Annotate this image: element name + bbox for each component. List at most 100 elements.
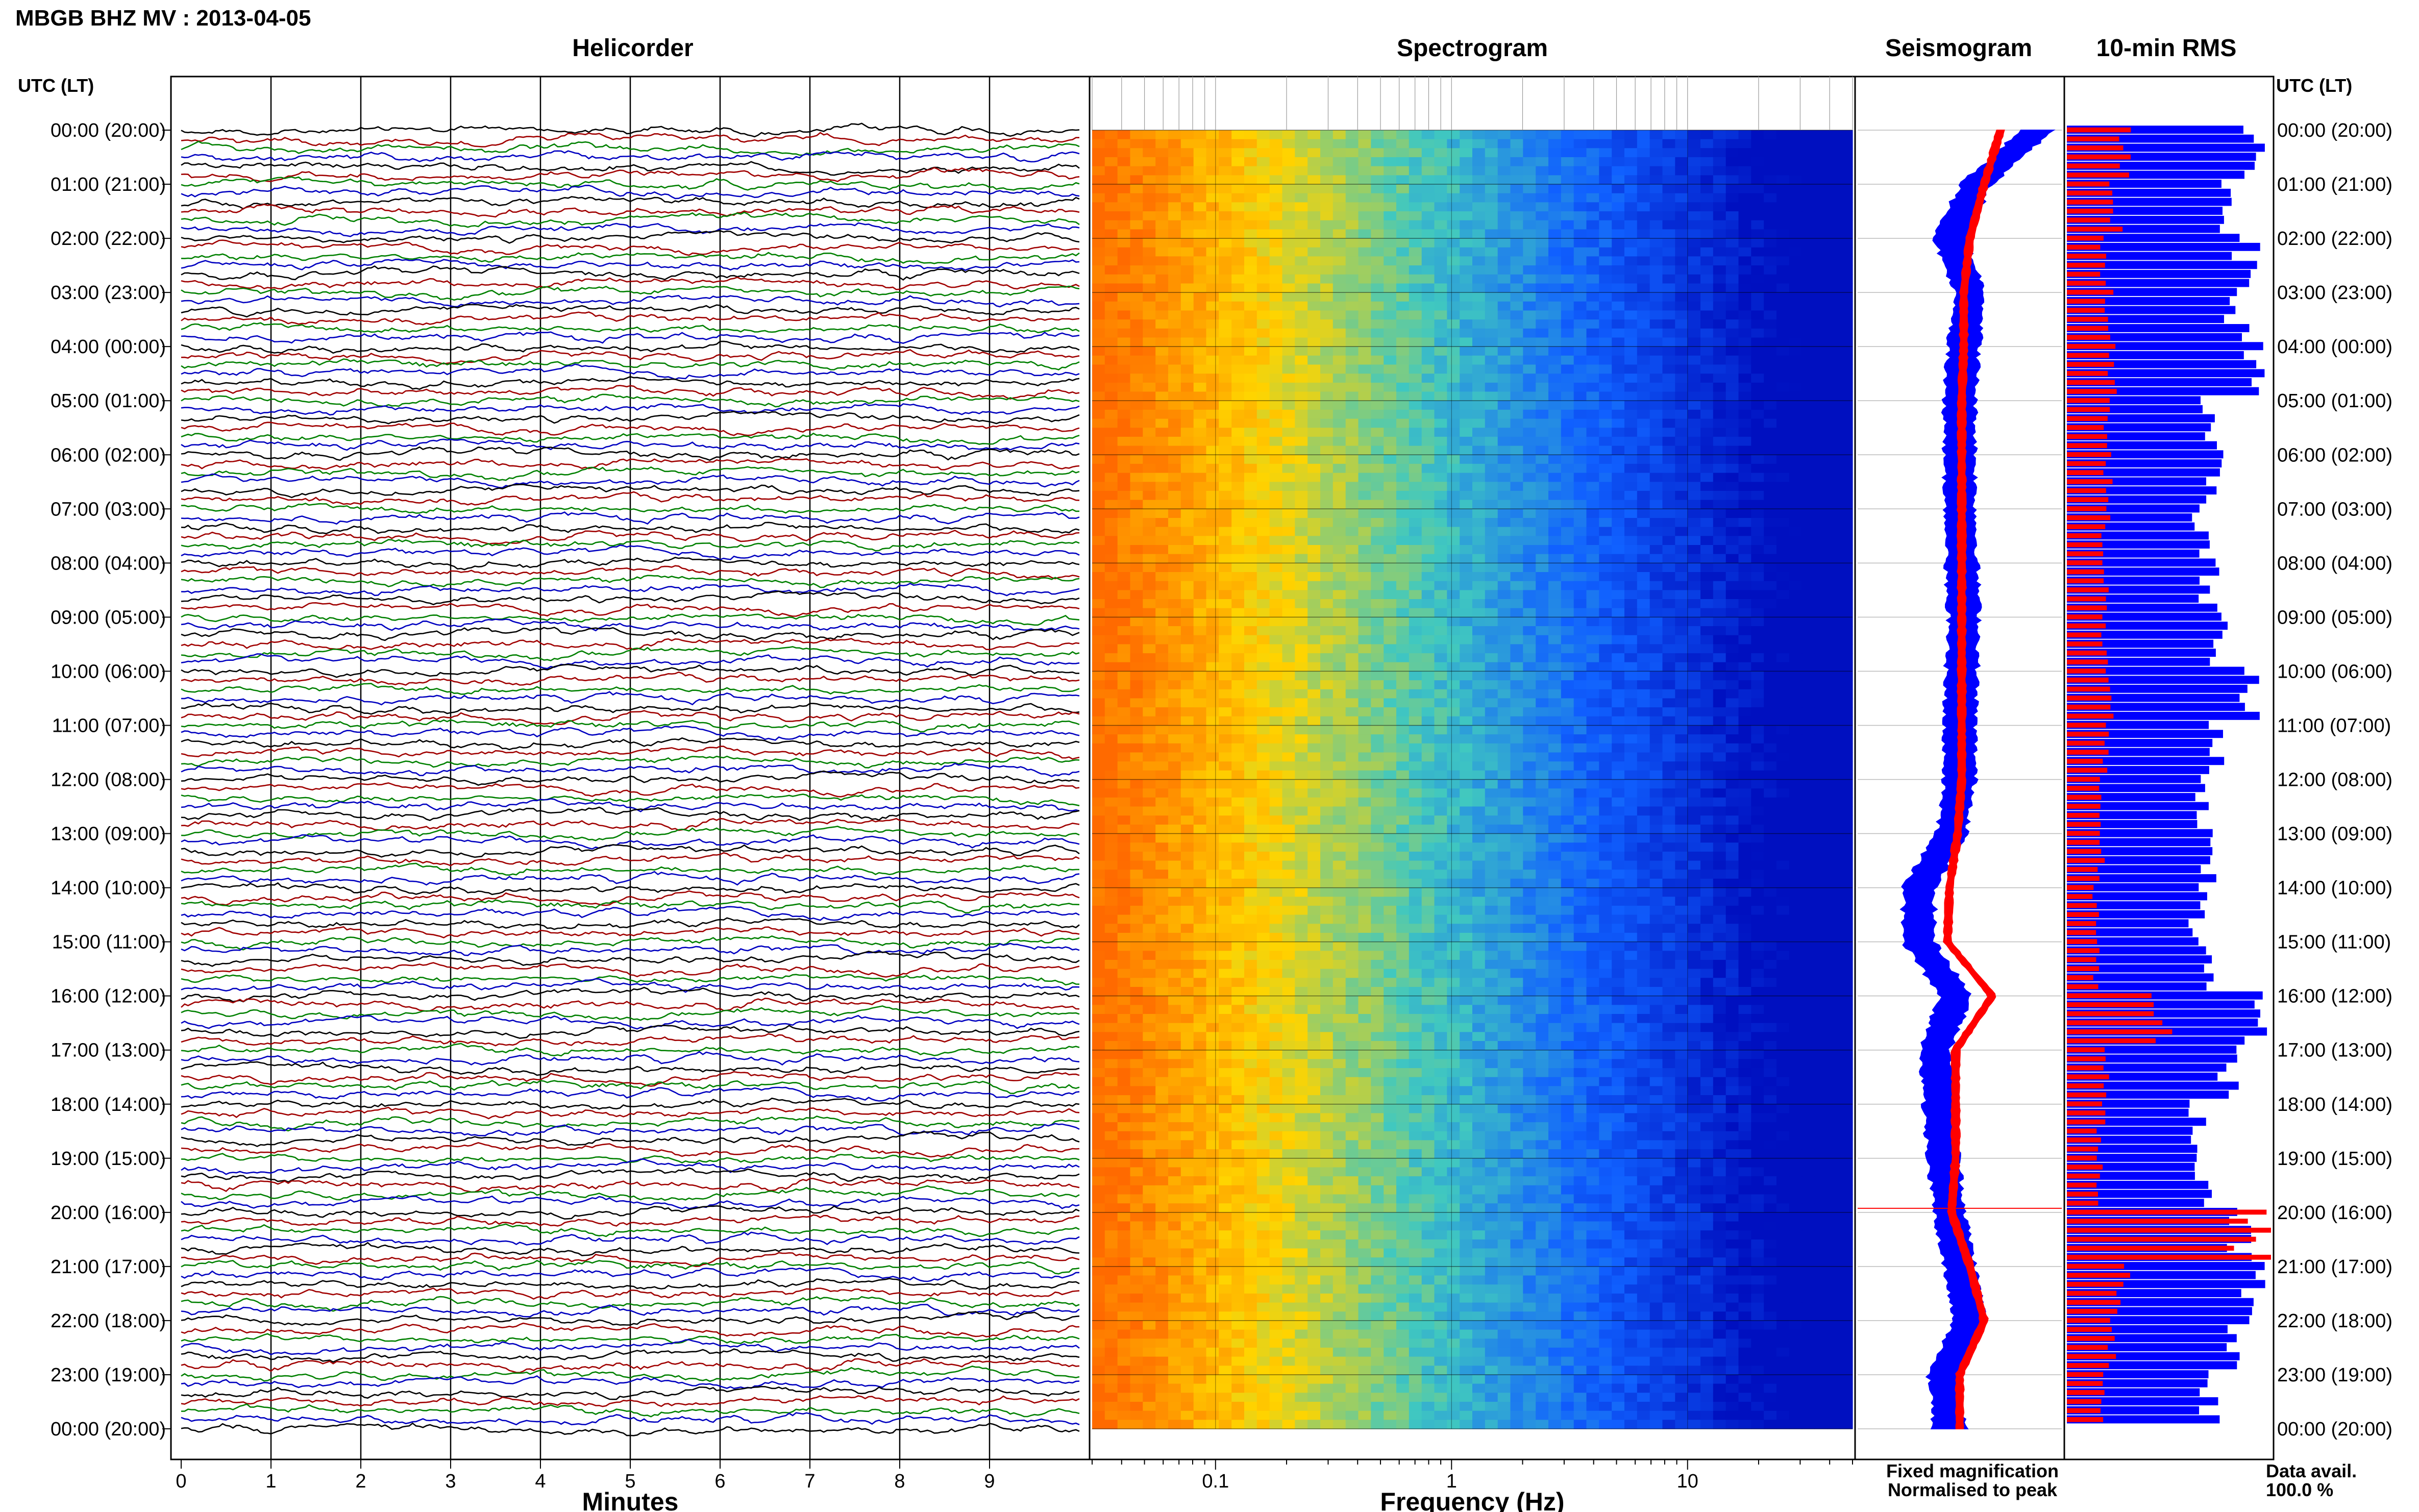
spectrogram-cell (1840, 328, 1853, 338)
spectrogram-cell (1675, 554, 1688, 563)
spectrogram-cell (1345, 617, 1359, 627)
spectrogram-cell (1396, 157, 1410, 167)
spectrogram-cell (1586, 815, 1599, 825)
spectrogram-cell (1409, 743, 1422, 753)
spectrogram-cell (1434, 482, 1447, 491)
spectrogram-cell (1827, 445, 1840, 455)
spectrogram-cell (1193, 202, 1207, 212)
spectrogram-cell (1662, 166, 1675, 176)
spectrogram-cell (1688, 572, 1701, 582)
spectrogram-cell (1561, 337, 1574, 347)
spectrogram-cell (1130, 130, 1143, 140)
spectrogram-cell (1371, 545, 1384, 555)
spectrogram-cell (1764, 581, 1777, 590)
spectrogram-cell (1269, 581, 1283, 590)
spectrogram-cell (1269, 409, 1283, 419)
spectrogram-cell (1155, 518, 1169, 528)
spectrogram-cell (1827, 130, 1840, 140)
spectrogram-cell (1231, 428, 1245, 437)
spectrogram-cell (1117, 391, 1131, 401)
spectrogram-cell (1472, 581, 1486, 590)
spectrogram-cell (1117, 418, 1131, 428)
spectrogram-cell (1421, 572, 1435, 582)
spectrogram-cell (1104, 274, 1118, 284)
spectrogram-cell (1421, 509, 1435, 518)
spectrogram-cell (1434, 364, 1447, 374)
spectrogram-cell (1092, 797, 1105, 807)
spectrogram-cell (1307, 473, 1321, 482)
spectrogram-cell (1751, 734, 1764, 744)
spectrogram-cell (1599, 463, 1612, 474)
spectrogram-cell (1307, 391, 1321, 401)
spectrogram-cell (1523, 374, 1536, 383)
spectrogram-cell (1320, 752, 1334, 762)
spectrogram-cell (1117, 265, 1131, 275)
spectrogram-cell (1764, 482, 1777, 491)
spectrogram-cell (1713, 364, 1726, 374)
spectrogram-cell (1092, 617, 1105, 627)
spectrogram-cell (1460, 428, 1473, 437)
spectrogram-cell (1219, 265, 1232, 275)
spectrogram-cell (1827, 274, 1840, 284)
spectrogram-cell (1801, 761, 1815, 771)
spectrogram-cell (1295, 247, 1308, 257)
spectrogram-cell (1168, 635, 1181, 645)
spectrogram-cell (1485, 797, 1498, 807)
spectrogram-cell (1827, 157, 1840, 167)
spectrogram-cell (1219, 572, 1232, 582)
spectrogram-cell (1384, 130, 1397, 140)
spectrogram-cell (1345, 247, 1359, 257)
spectrogram-cell (1599, 292, 1612, 302)
spectrogram-cell (1510, 797, 1523, 807)
spectrogram-cell (1776, 662, 1790, 672)
helicorder-trace (181, 1242, 1080, 1256)
spectrogram-cell (1573, 617, 1587, 627)
spectrogram-cell (1295, 346, 1308, 356)
spectrogram-cell (1295, 229, 1308, 239)
spectrogram-cell (1307, 463, 1321, 474)
spectrogram-cell (1561, 130, 1574, 140)
spectrogram-cell (1536, 518, 1549, 528)
spectrogram-cell (1409, 428, 1422, 437)
spectrogram-cell (1358, 455, 1371, 464)
spectrogram-cell (1307, 455, 1321, 464)
spectrogram-cell (1117, 653, 1131, 663)
spectrogram-cell (1244, 337, 1257, 347)
spectrogram-cell (1104, 797, 1118, 807)
spectrogram-cell (1421, 166, 1435, 176)
spectrogram-cell (1256, 130, 1270, 140)
spectrogram-cell (1282, 202, 1295, 212)
spectrogram-cell (1764, 644, 1777, 654)
spectrogram-cell (1586, 644, 1599, 654)
spectrogram-cell (1688, 211, 1701, 221)
spectrogram-cell (1776, 490, 1790, 501)
spectrogram-cell (1206, 653, 1219, 663)
spectrogram-cell (1104, 130, 1118, 140)
spectrogram-cell (1460, 455, 1473, 464)
spectrogram-cell (1117, 148, 1131, 158)
spectrogram-cell (1219, 473, 1232, 482)
spectrogram-cell (1168, 428, 1181, 437)
spectrogram-cell (1219, 662, 1232, 672)
spectrogram-cell (1447, 328, 1460, 338)
spectrogram-cell (1409, 536, 1422, 546)
spectrogram-cell (1332, 355, 1346, 365)
spectrogram-cell (1396, 617, 1410, 627)
spectrogram-cell (1573, 734, 1587, 744)
spectrogram-cell (1460, 590, 1473, 600)
spectrogram-cell (1840, 590, 1853, 600)
spectrogram-cell (1675, 148, 1688, 158)
spectrogram-cell (1700, 725, 1714, 735)
spectrogram-cell (1510, 409, 1523, 419)
helicorder-trace (181, 1375, 1080, 1390)
spectrogram-cell (1244, 418, 1257, 428)
spectrogram-cell (1256, 391, 1270, 401)
spectrogram-cell (1624, 391, 1638, 401)
spectrogram-cell (1776, 824, 1790, 834)
spectrogram-cell (1409, 382, 1422, 392)
spectrogram-cell (1713, 725, 1726, 735)
spectrogram-cell (1637, 626, 1650, 636)
spectrogram-cell (1409, 229, 1422, 239)
time-label-left: 16:00 (12:00) (51, 986, 166, 1007)
spectrogram-cell (1801, 500, 1815, 509)
